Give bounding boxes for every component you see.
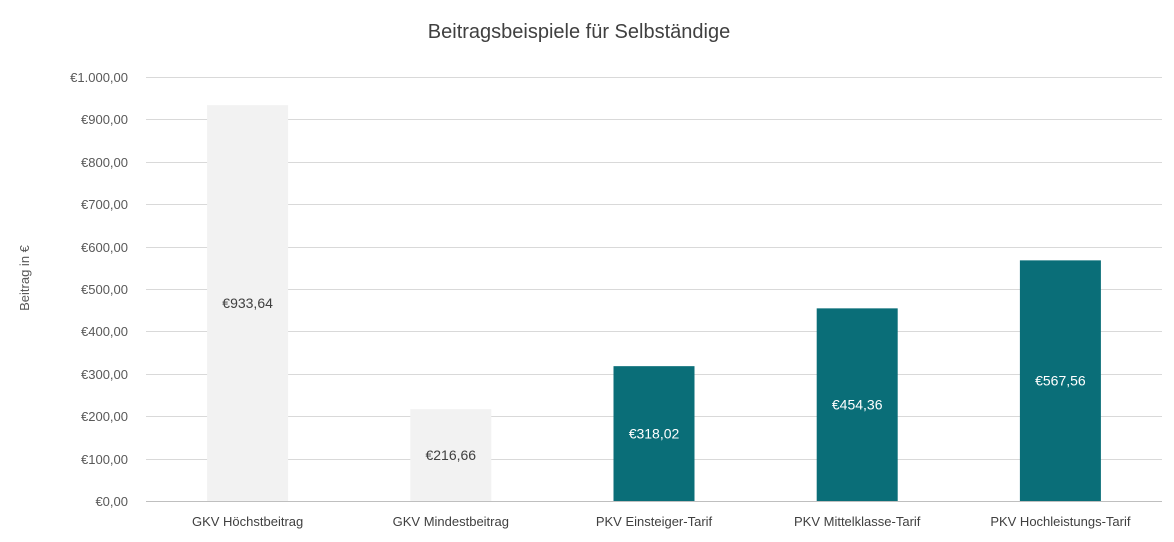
x-tick-label: PKV Mittelklasse-Tarif xyxy=(794,514,921,529)
x-tick-label: PKV Hochleistungs-Tarif xyxy=(990,514,1131,529)
y-tick-label: €0,00 xyxy=(95,494,128,509)
data-label: €318,02 xyxy=(629,426,680,442)
gridlines xyxy=(146,77,1162,502)
y-tick-label: €300,00 xyxy=(81,367,128,382)
y-tick-label: €800,00 xyxy=(81,155,128,170)
bar xyxy=(613,366,695,501)
data-label: €567,56 xyxy=(1035,373,1086,389)
data-label: €933,64 xyxy=(222,295,273,311)
y-tick-label: €1.000,00 xyxy=(70,70,128,85)
x-tick-label: PKV Einsteiger-Tarif xyxy=(596,514,713,529)
bar xyxy=(1019,260,1101,501)
y-tick-label: €900,00 xyxy=(81,112,128,127)
x-tick-label: GKV Höchstbeitrag xyxy=(192,514,303,529)
y-axis-ticks: €0,00 €100,00 €200,00 €300,00 €400,00 €500,00… xyxy=(70,70,128,509)
chart-title: Beitragsbeispiele für Selbständige xyxy=(428,21,730,43)
y-tick-label: €100,00 xyxy=(81,452,128,467)
y-tick-label: €200,00 xyxy=(81,409,128,424)
y-tick-label: €700,00 xyxy=(81,197,128,212)
bar xyxy=(410,409,492,501)
bar xyxy=(816,308,898,501)
y-axis-label: Beitrag in € xyxy=(17,244,32,311)
data-label: €216,66 xyxy=(425,447,476,463)
data-labels: €933,64 €216,66 €318,02 €454,36 €567,56 xyxy=(222,295,1086,463)
y-tick-label: €400,00 xyxy=(81,324,128,339)
x-tick-label: GKV Mindestbeitrag xyxy=(393,514,509,529)
bars xyxy=(207,105,1101,501)
data-label: €454,36 xyxy=(832,397,883,413)
bar xyxy=(207,105,289,501)
y-tick-label: €600,00 xyxy=(81,240,128,255)
x-axis-ticks: GKV Höchstbeitrag GKV Mindestbeitrag PKV E… xyxy=(192,514,1131,529)
y-tick-label: €500,00 xyxy=(81,282,128,297)
